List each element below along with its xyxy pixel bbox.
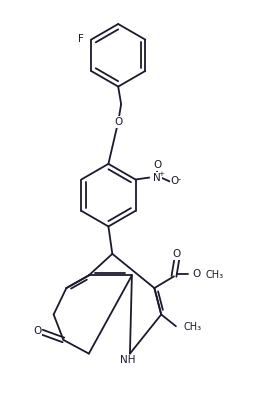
Text: O: O bbox=[173, 249, 181, 259]
Text: O: O bbox=[114, 117, 122, 127]
Text: O: O bbox=[170, 177, 179, 186]
Text: O: O bbox=[193, 269, 201, 279]
Text: CH₃: CH₃ bbox=[184, 322, 202, 332]
Text: F: F bbox=[78, 34, 84, 44]
Text: N: N bbox=[153, 173, 161, 183]
Text: O: O bbox=[33, 326, 41, 336]
Text: CH₃: CH₃ bbox=[205, 271, 223, 280]
Text: +: + bbox=[158, 171, 164, 177]
Text: NH: NH bbox=[120, 356, 136, 365]
Text: -: - bbox=[178, 175, 181, 184]
Text: O: O bbox=[153, 160, 161, 170]
